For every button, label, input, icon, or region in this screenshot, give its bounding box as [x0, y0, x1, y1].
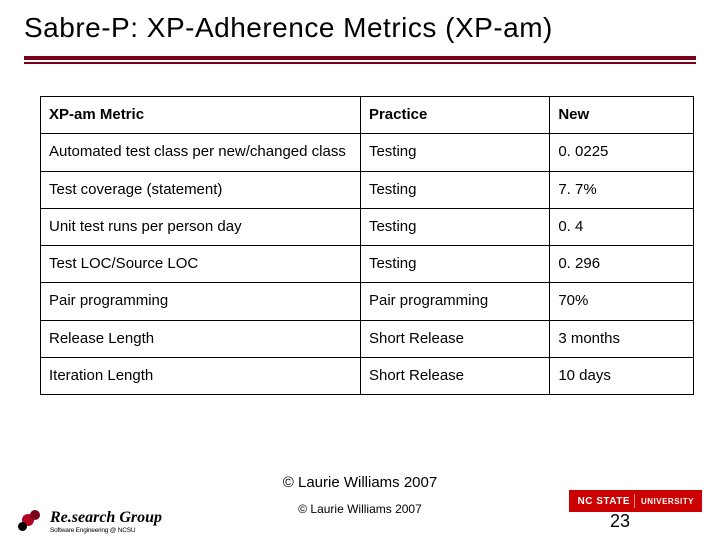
cell-metric: Automated test class per new/changed cla…	[41, 134, 361, 171]
table-row: Iteration Length Short Release 10 days	[41, 358, 694, 395]
cell-value: 70%	[550, 283, 694, 320]
divider-icon	[634, 494, 635, 508]
cell-value: 0. 296	[550, 246, 694, 283]
research-group-sub: Software Engineering @ NCSU	[50, 528, 162, 535]
cell-practice: Short Release	[360, 358, 549, 395]
footer: © Laurie Williams 2007 © Laurie Williams…	[0, 474, 720, 534]
cell-value: 0. 0225	[550, 134, 694, 171]
table-row: Release Length Short Release 3 months	[41, 320, 694, 357]
ncstate-logo: NC STATE UNIVERSITY	[569, 490, 702, 512]
slide: Sabre-P: XP-Adherence Metrics (XP-am) XP…	[0, 0, 720, 540]
cell-practice: Testing	[360, 246, 549, 283]
research-group-icon	[18, 510, 44, 534]
research-group-logo: Re.search Group Software Engineering @ N…	[18, 510, 162, 535]
table-row: Test coverage (statement) Testing 7. 7%	[41, 171, 694, 208]
research-group-main: Re.search Group	[50, 510, 162, 526]
table-row: Unit test runs per person day Testing 0.…	[41, 208, 694, 245]
cell-practice: Testing	[360, 134, 549, 171]
table-row: Test LOC/Source LOC Testing 0. 296	[41, 246, 694, 283]
table-header-row: XP-am Metric Practice New	[41, 97, 694, 134]
copyright-main: © Laurie Williams 2007	[0, 474, 720, 491]
cell-value: 10 days	[550, 358, 694, 395]
ncstate-brand: NC STATE	[577, 496, 630, 507]
cell-metric: Test LOC/Source LOC	[41, 246, 361, 283]
cell-value: 7. 7%	[550, 171, 694, 208]
cell-practice: Testing	[360, 208, 549, 245]
metrics-table: XP-am Metric Practice New Automated test…	[40, 96, 694, 395]
slide-title: Sabre-P: XP-Adherence Metrics (XP-am)	[24, 12, 696, 44]
col-header: Practice	[360, 97, 549, 134]
cell-metric: Unit test runs per person day	[41, 208, 361, 245]
metrics-table-wrap: XP-am Metric Practice New Automated test…	[40, 96, 694, 395]
cell-metric: Pair programming	[41, 283, 361, 320]
research-group-text: Re.search Group Software Engineering @ N…	[50, 510, 162, 535]
page-number: 23	[610, 511, 630, 532]
cell-practice: Short Release	[360, 320, 549, 357]
cell-value: 0. 4	[550, 208, 694, 245]
cell-value: 3 months	[550, 320, 694, 357]
cell-metric: Test coverage (statement)	[41, 171, 361, 208]
cell-practice: Testing	[360, 171, 549, 208]
title-rule	[24, 56, 696, 64]
table-row: Automated test class per new/changed cla…	[41, 134, 694, 171]
cell-metric: Release Length	[41, 320, 361, 357]
ncstate-sub: UNIVERSITY	[639, 497, 694, 506]
col-header: XP-am Metric	[41, 97, 361, 134]
cell-practice: Pair programming	[360, 283, 549, 320]
cell-metric: Iteration Length	[41, 358, 361, 395]
col-header: New	[550, 97, 694, 134]
table-row: Pair programming Pair programming 70%	[41, 283, 694, 320]
